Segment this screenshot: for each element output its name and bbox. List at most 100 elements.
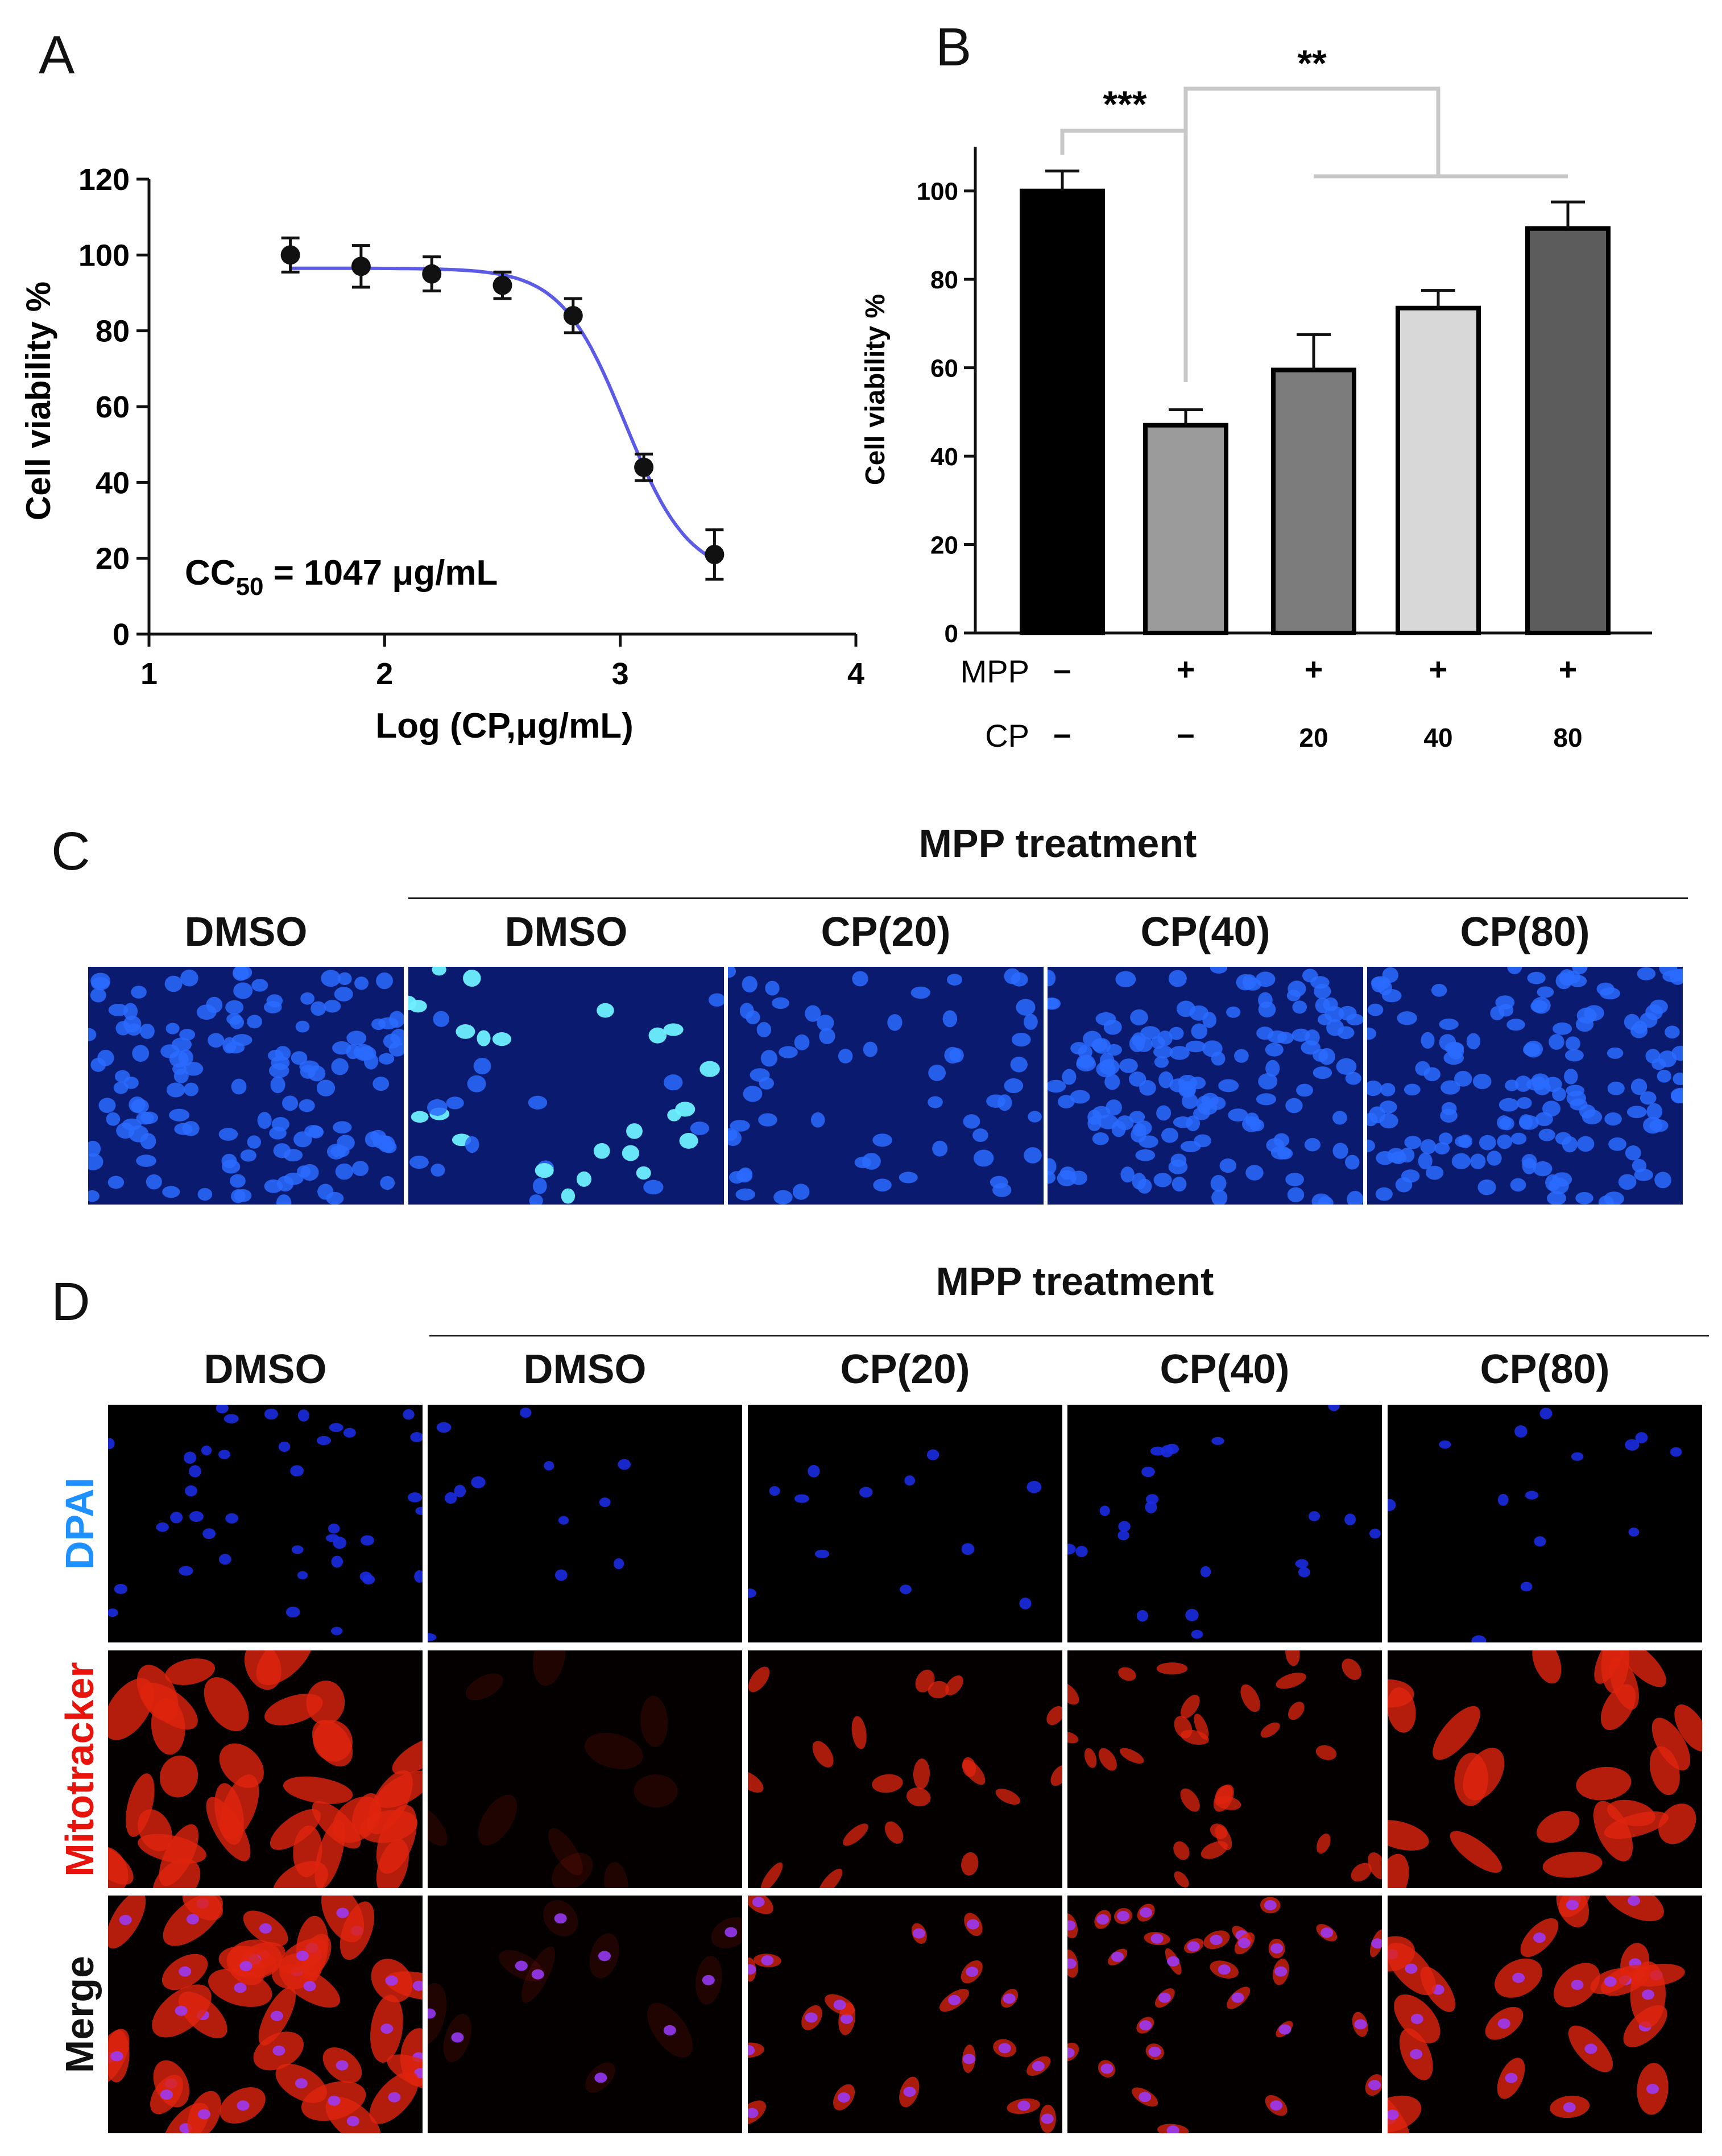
- nucleus: [407, 1492, 423, 1503]
- nucleus: [973, 1149, 994, 1167]
- nucleus: [1618, 1174, 1637, 1190]
- nucleus: [427, 1099, 448, 1116]
- nucleus: [1292, 1028, 1310, 1042]
- nucleus: [1439, 1019, 1459, 1031]
- nucleus: [1552, 1172, 1572, 1187]
- significance-two-star: **: [1297, 42, 1327, 84]
- mito-image: [748, 1650, 1062, 1888]
- nucleus: [1332, 1111, 1347, 1125]
- nucleus: [189, 1465, 201, 1478]
- nucleus: [169, 1108, 190, 1122]
- data-point: [351, 256, 371, 276]
- nucleus: [410, 1432, 423, 1442]
- nucleus: [1673, 1072, 1683, 1086]
- nucleus: [1117, 1530, 1129, 1541]
- nucleus: [1120, 1166, 1135, 1183]
- nucleus: [115, 1021, 131, 1036]
- data-point: [492, 275, 512, 295]
- nucleus: [532, 1178, 547, 1194]
- nucleus: [1625, 1145, 1641, 1161]
- cell-body: [961, 1852, 979, 1876]
- cell-body: [634, 1774, 678, 1808]
- chart-b-error-bars: [1045, 169, 1585, 425]
- nucleus: [1135, 1149, 1156, 1161]
- image-background: [428, 1896, 742, 2133]
- cell-body: [138, 1809, 172, 1852]
- nucleus: [365, 1131, 381, 1148]
- panel-d-treatment-header: MPP treatment: [935, 1259, 1214, 1303]
- nucleus: [1517, 1096, 1532, 1109]
- nucleus: [1637, 967, 1656, 980]
- nucleus: [1646, 1103, 1663, 1120]
- bracket-mpp-vs-control: [1060, 129, 1188, 382]
- y-axis-label: Cell viability %: [19, 282, 57, 520]
- dapi-image: [428, 1405, 742, 1642]
- nucleus: [1041, 2113, 1054, 2124]
- nucleus: [263, 1000, 282, 1013]
- nucleus: [380, 2023, 394, 2034]
- cells: [428, 1408, 631, 1641]
- nucleus: [1264, 1900, 1277, 1910]
- nucleus: [296, 1950, 309, 1961]
- nucleus: [201, 1445, 212, 1456]
- nucleus: [1347, 1190, 1363, 1205]
- nucleus: [428, 1633, 437, 1641]
- nucleus: [1145, 1501, 1157, 1513]
- cell-body: [748, 1770, 764, 1793]
- nucleus: [1477, 1179, 1496, 1195]
- cells: [108, 1405, 423, 1636]
- nucleus: [735, 1188, 755, 1201]
- significance-brackets: *** **: [1060, 42, 1568, 382]
- nucleus: [1640, 1091, 1657, 1105]
- nucleus: [382, 1141, 397, 1153]
- nucleus: [179, 1566, 193, 1576]
- nucleus: [108, 1438, 115, 1450]
- nucleus: [618, 1459, 631, 1470]
- y-tick-label: 120: [78, 163, 130, 197]
- nucleus: [1584, 2043, 1597, 2054]
- nucleus: [88, 1153, 104, 1170]
- nucleus: [156, 1522, 169, 1532]
- panel-c-column-header: CP(20): [821, 909, 951, 955]
- cell-body: [108, 1843, 134, 1885]
- nucleus: [873, 1178, 892, 1192]
- nucleus: [108, 1608, 118, 1617]
- nucleus: [558, 1516, 569, 1525]
- nucleus: [1048, 998, 1061, 1010]
- cell-body: [748, 1666, 770, 1692]
- nucleus: [1141, 1466, 1155, 1478]
- nucleus: [1258, 1073, 1278, 1090]
- nucleus: [239, 1961, 252, 1972]
- nucleus: [1172, 1177, 1187, 1192]
- nucleus: [1533, 1932, 1546, 1943]
- treatment-row-value: 20: [1299, 723, 1328, 752]
- nucleus: [295, 2078, 308, 2089]
- nucleus: [699, 1061, 720, 1077]
- nucleus: [463, 970, 481, 987]
- nucleus: [1533, 1161, 1553, 1177]
- nucleus: [1505, 2072, 1518, 2083]
- nucleus: [1308, 1511, 1321, 1521]
- treatment-rows: MPP – + + + +CP – –20 40 80: [961, 651, 1583, 754]
- nucleus: [334, 987, 353, 1002]
- nucleus: [742, 976, 757, 993]
- nucleus: [1202, 1040, 1223, 1057]
- nucleus: [1028, 1111, 1042, 1123]
- nucleus: [223, 1414, 239, 1423]
- cell-body: [1180, 1788, 1200, 1812]
- nucleus: [380, 1176, 395, 1190]
- cell-body: [293, 1825, 322, 1877]
- cell-body: [1285, 1650, 1300, 1666]
- nucleus: [1077, 1054, 1095, 1069]
- nucleus: [1562, 1136, 1578, 1153]
- treatment-row-value: +: [1559, 651, 1578, 687]
- nucleus: [1439, 1440, 1451, 1449]
- bar: [1396, 305, 1481, 635]
- cell-body: [1674, 1704, 1702, 1752]
- cell-body: [204, 1677, 249, 1732]
- nucleus: [389, 1011, 404, 1028]
- y-tick-label-b: 80: [930, 266, 958, 294]
- nucleus: [805, 1005, 821, 1022]
- nucleus: [198, 2109, 211, 2120]
- nucleus: [1388, 2109, 1399, 2120]
